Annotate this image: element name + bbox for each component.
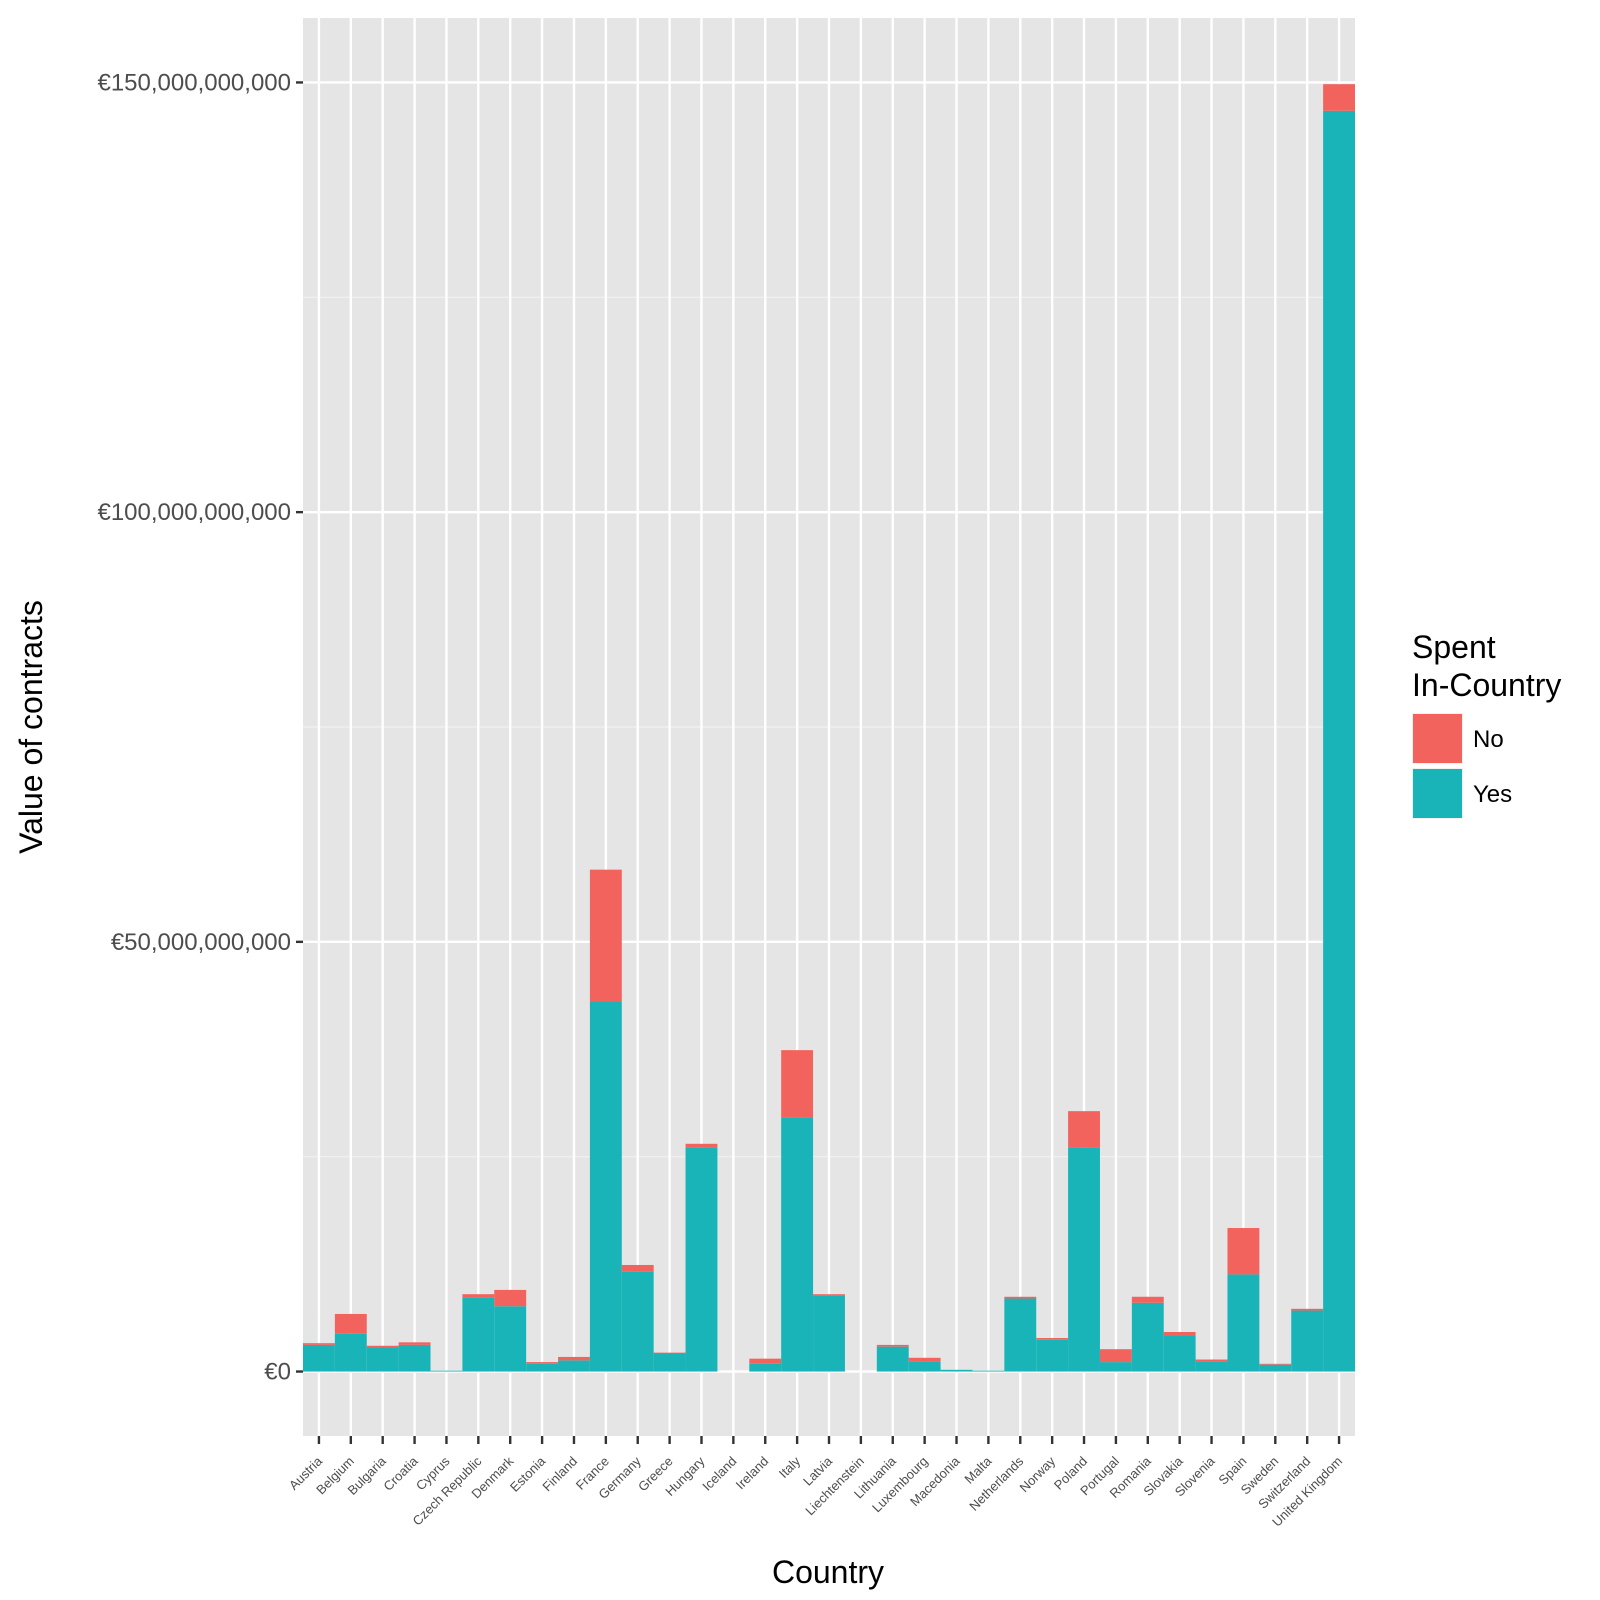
bar-no-norway bbox=[1036, 1338, 1069, 1340]
bar-yes-slovenia bbox=[1195, 1361, 1228, 1372]
bars bbox=[303, 84, 1355, 1372]
bar-yes-hungary bbox=[685, 1147, 718, 1372]
bar-no-austria bbox=[303, 1343, 335, 1345]
x-tick-label: Italy bbox=[776, 1453, 804, 1481]
bar-no-united-kingdom bbox=[1323, 84, 1355, 111]
bar-no-czech-republic bbox=[462, 1294, 495, 1298]
bar-yes-switzerland bbox=[1291, 1310, 1324, 1372]
bar-yes-austria bbox=[303, 1344, 335, 1372]
x-tick-label: Ireland bbox=[733, 1454, 772, 1493]
bar-no-denmark bbox=[494, 1289, 527, 1307]
legend-items: No Yes bbox=[1412, 713, 1512, 819]
bar-yes-france bbox=[589, 1002, 622, 1372]
bar-yes-netherlands bbox=[1004, 1298, 1037, 1372]
bar-yes-estonia bbox=[526, 1363, 559, 1372]
bar-no-italy bbox=[781, 1050, 814, 1118]
bar-no-greece bbox=[653, 1352, 686, 1354]
x-tick-label: Estonia bbox=[507, 1453, 549, 1495]
bar-yes-sweden bbox=[1259, 1364, 1292, 1372]
bar-yes-latvia bbox=[813, 1295, 845, 1372]
bar-no-ireland bbox=[749, 1358, 782, 1364]
bar-yes-denmark bbox=[494, 1306, 527, 1372]
bar-yes-greece bbox=[653, 1353, 686, 1372]
x-tick-label: Norway bbox=[1016, 1453, 1058, 1495]
bar-yes-norway bbox=[1036, 1339, 1069, 1372]
bar-yes-ireland bbox=[749, 1363, 782, 1372]
bar-no-romania bbox=[1131, 1296, 1164, 1303]
legend-title-line1: Spent bbox=[1412, 629, 1496, 665]
legend: Spent In-Country No Yes bbox=[1412, 629, 1561, 819]
y-tick-label: €100,000,000,000 bbox=[97, 499, 291, 526]
bar-yes-macedonia bbox=[940, 1369, 973, 1372]
bar-no-estonia bbox=[526, 1362, 559, 1364]
bar-no-hungary bbox=[685, 1143, 718, 1148]
bar-yes-united-kingdom bbox=[1323, 110, 1355, 1372]
bar-no-spain bbox=[1227, 1228, 1260, 1275]
bar-yes-cyprus bbox=[430, 1370, 463, 1372]
bar-no-portugal bbox=[1099, 1349, 1132, 1363]
bar-yes-germany bbox=[621, 1271, 654, 1372]
bar-no-bulgaria bbox=[366, 1345, 399, 1348]
y-axis-title: Value of contracts bbox=[13, 600, 49, 854]
y-axis: €0 €50,000,000,000 €100,000,000,000 €150,00… bbox=[97, 69, 303, 1386]
bar-yes-croatia bbox=[398, 1344, 431, 1372]
bar-no-latvia bbox=[813, 1294, 845, 1296]
bar-no-netherlands bbox=[1004, 1296, 1037, 1299]
y-tick-label: €0 bbox=[264, 1359, 291, 1386]
bar-yes-luxembourg bbox=[908, 1361, 941, 1372]
bar-yes-italy bbox=[781, 1117, 814, 1372]
bar-no-luxembourg bbox=[908, 1357, 941, 1362]
bar-yes-lithuania bbox=[876, 1346, 909, 1372]
bar-yes-belgium bbox=[334, 1333, 367, 1372]
bar-yes-romania bbox=[1131, 1302, 1164, 1372]
bar-no-sweden bbox=[1259, 1363, 1292, 1365]
bar-yes-poland bbox=[1068, 1147, 1100, 1372]
bar-no-poland bbox=[1068, 1111, 1100, 1148]
bar-yes-malta bbox=[972, 1370, 1005, 1372]
x-tick-label: Croatia bbox=[380, 1453, 421, 1494]
bar-no-lithuania bbox=[876, 1344, 909, 1347]
legend-key-yes bbox=[1413, 769, 1462, 818]
bar-no-slovakia bbox=[1163, 1332, 1196, 1336]
bar-yes-czech-republic bbox=[462, 1297, 495, 1372]
x-axis-title: Country bbox=[772, 1554, 884, 1590]
bar-no-croatia bbox=[398, 1342, 431, 1345]
bar-no-slovenia bbox=[1195, 1359, 1228, 1362]
y-tick-label: €50,000,000,000 bbox=[111, 929, 291, 956]
legend-label-yes: Yes bbox=[1473, 781, 1512, 808]
legend-label-no: No bbox=[1473, 726, 1504, 753]
x-axis: AustriaBelgiumBulgariaCroatiaCyprusCzech… bbox=[286, 1436, 1345, 1530]
bar-no-germany bbox=[621, 1264, 654, 1272]
bar-yes-portugal bbox=[1099, 1362, 1132, 1372]
bar-yes-slovakia bbox=[1163, 1335, 1196, 1372]
bar-yes-bulgaria bbox=[366, 1347, 399, 1372]
bar-no-switzerland bbox=[1291, 1308, 1324, 1311]
x-tick-label: Finland bbox=[539, 1454, 580, 1495]
legend-title-line2: In-Country bbox=[1412, 667, 1561, 703]
bar-no-belgium bbox=[334, 1313, 367, 1334]
x-tick-label: Iceland bbox=[699, 1454, 739, 1494]
y-tick-label: €150,000,000,000 bbox=[97, 69, 291, 96]
bar-yes-finland bbox=[558, 1360, 590, 1372]
bar-no-france bbox=[589, 869, 622, 1003]
legend-key-no bbox=[1413, 714, 1462, 763]
bar-yes-spain bbox=[1227, 1274, 1260, 1372]
bar-no-finland bbox=[558, 1356, 590, 1361]
